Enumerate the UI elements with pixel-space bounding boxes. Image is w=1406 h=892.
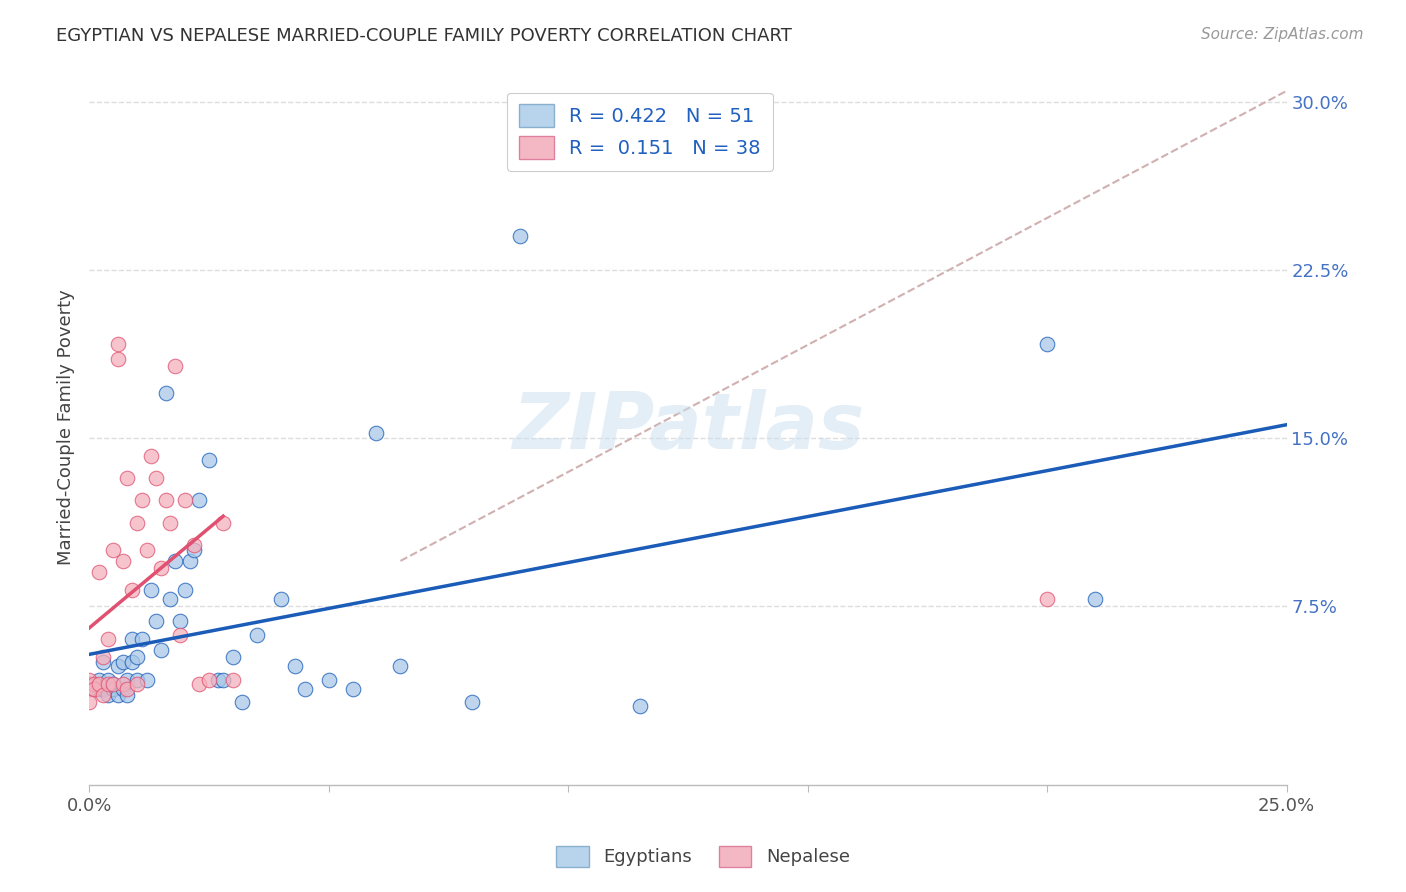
Point (222, 673, 245, 687)
Point (131, 632, 153, 647)
Point (117, 681, 139, 696)
Point (342, 681, 364, 696)
Point (101, 677, 124, 691)
Point (198, 673, 221, 687)
Text: EGYPTIAN VS NEPALESE MARRIED-COUPLE FAMILY POVERTY CORRELATION CHART: EGYPTIAN VS NEPALESE MARRIED-COUPLE FAMI… (56, 27, 792, 45)
Point (270, 592, 292, 607)
Point (1036, 336, 1059, 351)
Point (169, 628, 191, 642)
Point (107, 336, 129, 351)
Point (83, 681, 105, 696)
Point (135, 542, 157, 557)
Point (125, 650, 148, 665)
Point (97, 677, 120, 691)
Point (159, 516, 181, 530)
Point (125, 677, 148, 691)
Text: Source: ZipAtlas.com: Source: ZipAtlas.com (1201, 27, 1364, 42)
Point (155, 386, 177, 401)
Point (107, 352, 129, 367)
Point (131, 493, 153, 508)
Point (207, 673, 229, 687)
Point (318, 673, 340, 687)
Point (93, 650, 115, 665)
Point (135, 673, 157, 687)
Point (101, 681, 124, 696)
Point (101, 677, 124, 691)
Point (183, 542, 205, 557)
Point (77, 677, 100, 691)
Point (125, 673, 148, 687)
Point (1036, 592, 1059, 607)
Point (97, 632, 120, 647)
Point (83, 681, 105, 696)
Point (188, 493, 211, 508)
Point (121, 582, 143, 597)
Point (121, 632, 143, 647)
Point (222, 650, 245, 665)
Point (155, 493, 177, 508)
Point (389, 659, 412, 673)
Point (188, 677, 211, 691)
Point (77, 695, 100, 709)
Point (141, 449, 163, 463)
Point (165, 359, 187, 374)
Point (628, 699, 651, 714)
Point (83, 677, 105, 691)
Point (212, 673, 235, 687)
Point (93, 688, 115, 702)
Point (183, 538, 205, 552)
Point (145, 471, 167, 485)
Point (117, 673, 139, 687)
Point (77, 681, 100, 696)
Point (294, 681, 316, 696)
Point (212, 516, 235, 530)
Y-axis label: Married-Couple Family Poverty: Married-Couple Family Poverty (58, 289, 75, 565)
Point (366, 426, 388, 441)
Point (149, 560, 172, 574)
Point (169, 615, 191, 629)
Point (111, 655, 134, 669)
Point (97, 673, 120, 687)
Point (125, 516, 148, 530)
Point (117, 471, 139, 485)
Point (461, 695, 484, 709)
Point (107, 688, 129, 702)
Point (173, 493, 195, 508)
Point (149, 643, 172, 657)
Point (121, 655, 143, 669)
Legend: R = 0.422   N = 51, R =  0.151   N = 38: R = 0.422 N = 51, R = 0.151 N = 38 (508, 93, 773, 170)
Point (198, 453, 221, 467)
Point (159, 592, 181, 607)
Point (117, 688, 139, 702)
Point (179, 554, 201, 568)
Point (284, 659, 307, 673)
Point (246, 628, 269, 642)
Point (145, 615, 167, 629)
Point (1084, 592, 1107, 607)
Point (93, 655, 115, 669)
Point (101, 542, 124, 557)
Point (231, 695, 253, 709)
Point (93, 681, 115, 696)
Point (165, 554, 187, 568)
Text: ZIPatlas: ZIPatlas (512, 389, 863, 465)
Point (107, 659, 129, 673)
Point (111, 554, 134, 568)
Point (111, 681, 134, 696)
Legend: Egyptians, Nepalese: Egyptians, Nepalese (548, 838, 858, 874)
Point (87, 681, 110, 696)
Point (111, 677, 134, 691)
Point (509, 229, 531, 244)
Point (87, 673, 110, 687)
Point (97, 688, 120, 702)
Point (173, 582, 195, 597)
Point (87, 565, 110, 579)
Point (141, 582, 163, 597)
Point (77, 673, 100, 687)
Point (87, 677, 110, 691)
